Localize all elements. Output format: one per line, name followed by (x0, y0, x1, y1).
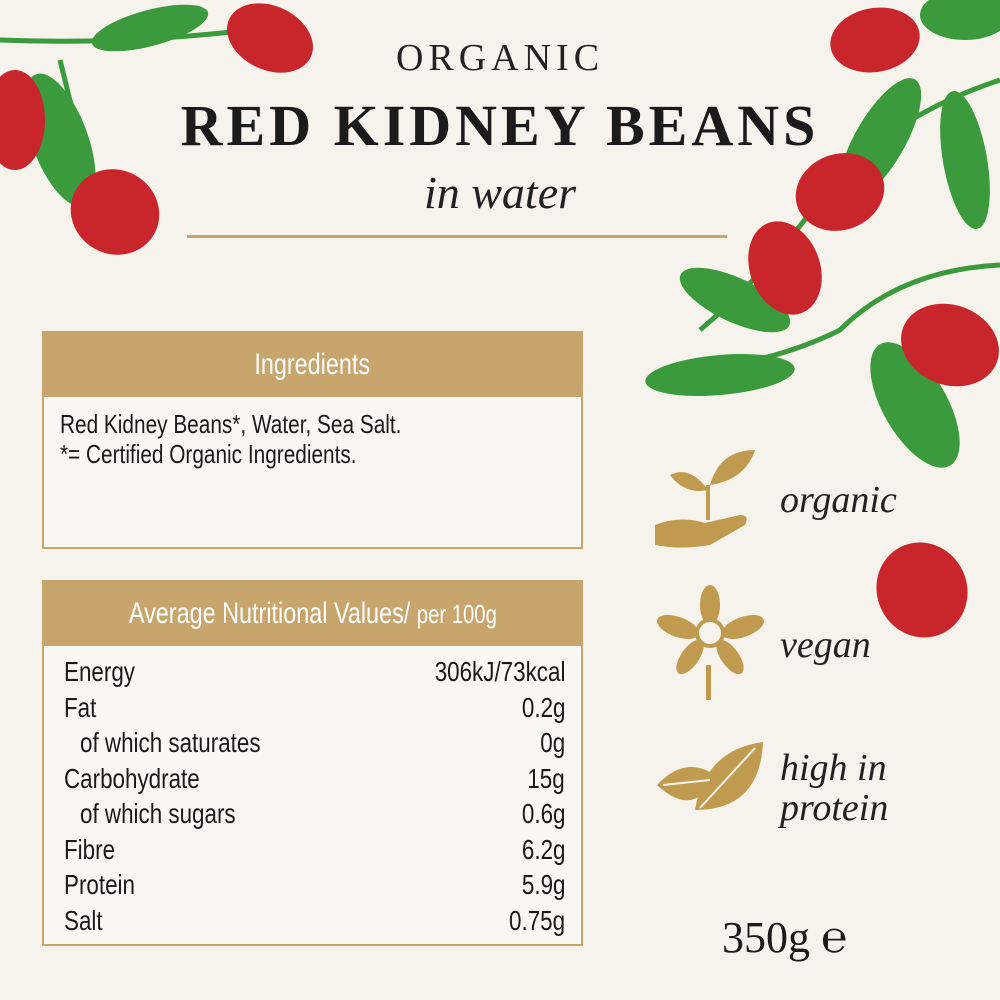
nutrient-value: 15g (527, 762, 565, 794)
nutrition-box: Average Nutritional Values/ per 100g Ene… (42, 580, 583, 946)
nutrient-value: 5.9g (521, 869, 565, 900)
claim-high-protein: high in protein (780, 748, 888, 828)
product-subtitle: in water (423, 167, 577, 218)
flower-icon (657, 585, 764, 700)
leaf-icon (657, 742, 763, 810)
leaf (645, 354, 795, 396)
nutrition-heading-text: Average Nutritional Values/ per 100g (129, 582, 497, 646)
ingredients-box: Ingredients Red Kidney Beans*, Water, Se… (42, 331, 583, 549)
net-weight: 350g ℮ (722, 913, 848, 962)
nutrient-value: 0.2g (521, 691, 565, 723)
ingredients-line: Red Kidney Beans*, Water, Sea Salt. (60, 409, 402, 439)
product-eyebrow: ORGANIC (395, 37, 605, 79)
nutrition-table: Energy 306kJ/73kcal Fat 0.2g of which satu… (44, 646, 581, 940)
nutrition-row: Fibre 6.2g (44, 834, 581, 870)
claim-high-protein-line2: protein (780, 787, 889, 829)
bean (0, 70, 45, 170)
bean (876, 542, 968, 638)
nutrition-row: Fat 0.2g (44, 692, 581, 728)
leaf (920, 0, 1000, 40)
nutrient-value: 0g (540, 727, 565, 758)
nutrient-label: Salt (64, 904, 103, 936)
nutrient-label: Energy (64, 656, 135, 687)
nutrition-row: Carbohydrate 15g (44, 763, 581, 799)
ingredients-heading-text: Ingredients (254, 348, 371, 381)
nutrient-value: 306kJ/73kcal (434, 656, 565, 687)
nutrition-heading: Average Nutritional Values/ per 100g (44, 582, 581, 646)
nutrition-heading-unit: per 100g (416, 599, 497, 629)
leaf (940, 90, 990, 230)
leaf (870, 342, 960, 468)
nutrition-row: of which saturates 0g (44, 727, 581, 763)
nutrition-row: Energy 306kJ/73kcal (44, 656, 581, 692)
bean (227, 3, 313, 73)
nutrient-label: Carbohydrate (64, 762, 200, 794)
divider (187, 235, 727, 238)
bean (901, 303, 999, 387)
nutrient-label: Fibre (64, 833, 116, 865)
claim-high-protein-line1: high in (780, 747, 887, 789)
ingredients-text: Red Kidney Beans*, Water, Sea Salt. *= C… (44, 397, 581, 481)
claim-vegan: vegan (780, 624, 871, 666)
bean (830, 7, 920, 73)
nutrition-row: Salt 0.75g (44, 905, 581, 941)
leaf (91, 4, 209, 52)
bean (748, 221, 822, 315)
ingredients-heading: Ingredients (44, 333, 581, 397)
leaf (679, 267, 791, 333)
nutrition-heading-label: Average Nutritional Values/ (128, 597, 410, 630)
bean (795, 153, 885, 231)
nutrient-label: Protein (64, 869, 135, 900)
claim-organic: organic (780, 479, 897, 521)
nutrient-label: of which saturates (80, 727, 261, 758)
ingredients-note: *= Certified Organic Ingredients. (60, 439, 357, 469)
nutrient-value: 6.2g (521, 833, 565, 865)
nutrient-value: 0.6g (521, 798, 565, 829)
bean (70, 169, 160, 255)
nutrient-label: of which sugars (80, 798, 236, 829)
sprout-in-hand-icon (655, 450, 755, 548)
nutrient-value: 0.75g (508, 904, 565, 936)
nutrition-row: of which sugars 0.6g (44, 798, 581, 834)
nutrition-row: Protein 5.9g (44, 869, 581, 905)
product-title: RED KIDNEY BEANS (180, 93, 820, 158)
nutrient-label: Fat (64, 691, 97, 723)
